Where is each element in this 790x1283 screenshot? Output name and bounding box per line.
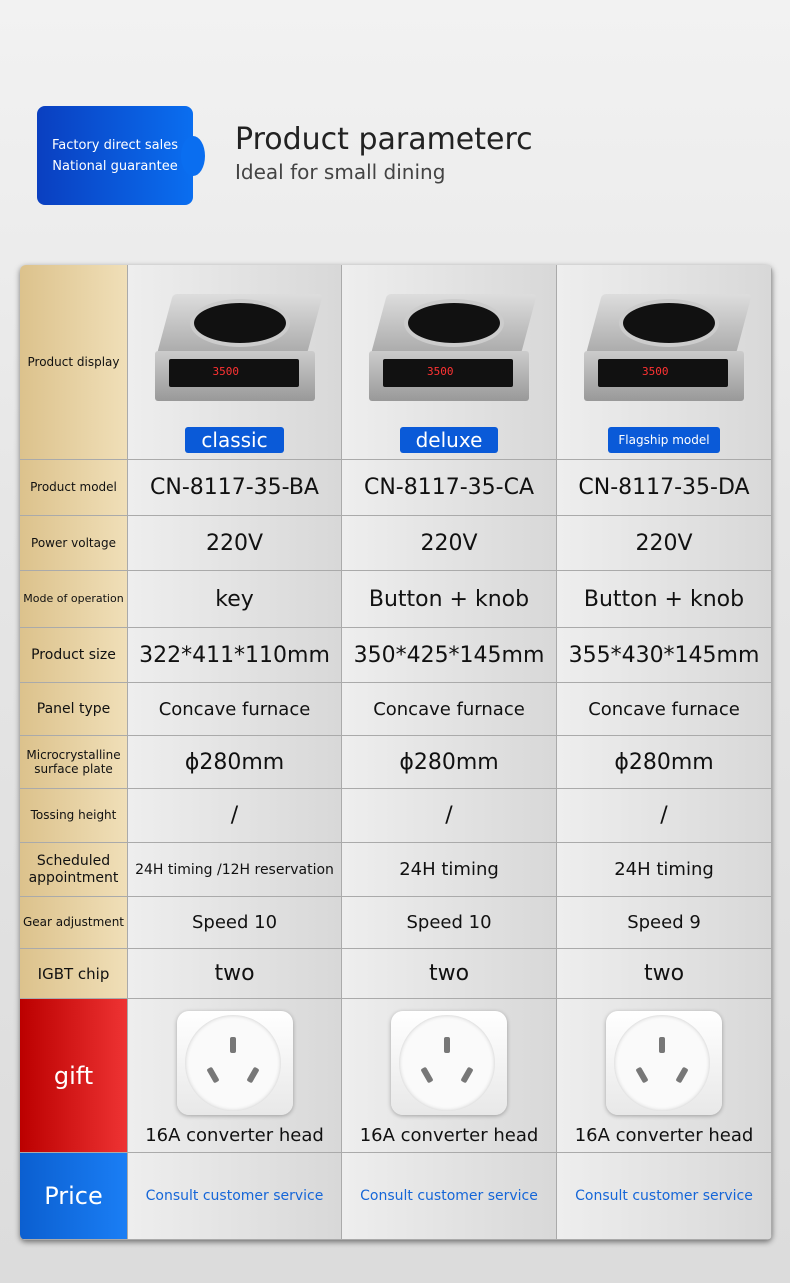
size-2: 355*430*145mm	[557, 628, 772, 683]
panel-2: Concave furnace	[557, 683, 772, 736]
label-scheduled: Scheduled appointment	[20, 843, 128, 897]
badge-line-1: Factory direct sales	[51, 137, 179, 153]
price-link-0[interactable]: Consult customer service	[128, 1153, 342, 1240]
product-display-2: 3500 Flagship model	[557, 265, 772, 460]
label-panel: Panel type	[20, 683, 128, 736]
voltage-1: 220V	[342, 516, 557, 571]
plate-2: ϕ280mm	[557, 736, 772, 789]
panel-0: Concave furnace	[128, 683, 342, 736]
tossing-1: /	[342, 789, 557, 843]
badge-line-2: National guarantee	[52, 158, 178, 174]
induction-cooker-image: 3500	[145, 289, 325, 419]
label-gear: Gear adjustment	[20, 897, 128, 949]
gift-label: 16A converter head	[145, 1125, 324, 1146]
model-1: CN-8117-35-CA	[342, 460, 557, 516]
label-igbt: IGBT chip	[20, 949, 128, 999]
comparison-table: Product display 3500 classic 3500 deluxe 3…	[20, 265, 772, 1240]
socket-adapter-image	[176, 1011, 293, 1115]
voltage-2: 220V	[557, 516, 772, 571]
model-tag: classic	[185, 427, 284, 453]
panel-1: Concave furnace	[342, 683, 557, 736]
label-display: Product display	[20, 265, 128, 460]
mode-2: Button + knob	[557, 571, 772, 628]
igbt-1: two	[342, 949, 557, 999]
tossing-2: /	[557, 789, 772, 843]
mode-1: Button + knob	[342, 571, 557, 628]
promo-badge: Factory direct sales National guarantee	[37, 106, 205, 205]
gift-label: 16A converter head	[359, 1125, 539, 1146]
plate-0: ϕ280mm	[128, 736, 342, 789]
size-0: 322*411*110mm	[128, 628, 342, 683]
page-subtitle: Ideal for small dining	[235, 160, 446, 184]
gear-0: Speed 10	[128, 897, 342, 949]
igbt-2: two	[557, 949, 772, 999]
socket-adapter-image	[391, 1011, 507, 1115]
price-link-2[interactable]: Consult customer service	[557, 1153, 772, 1240]
model-tag: Flagship model	[608, 427, 720, 453]
mode-0: key	[128, 571, 342, 628]
page-title: Product parameterc	[235, 122, 533, 157]
socket-adapter-image	[606, 1011, 722, 1115]
label-model: Product model	[20, 460, 128, 516]
igbt-0: two	[128, 949, 342, 999]
gift-label: 16A converter head	[574, 1125, 754, 1146]
size-1: 350*425*145mm	[342, 628, 557, 683]
voltage-0: 220V	[128, 516, 342, 571]
label-size: Product size	[20, 628, 128, 683]
gift-2: 16A converter head	[557, 999, 772, 1153]
product-display-1: 3500 deluxe	[342, 265, 557, 460]
label-mode: Mode of operation	[20, 571, 128, 628]
gear-1: Speed 10	[342, 897, 557, 949]
model-0: CN-8117-35-BA	[128, 460, 342, 516]
induction-cooker-image: 3500	[574, 289, 754, 419]
scheduled-2: 24H timing	[557, 843, 772, 897]
gift-1: 16A converter head	[342, 999, 557, 1153]
gear-2: Speed 9	[557, 897, 772, 949]
model-tag: deluxe	[399, 427, 499, 453]
gift-0: 16A converter head	[128, 999, 342, 1153]
label-gift: gift	[20, 999, 128, 1153]
price-link-1[interactable]: Consult customer service	[342, 1153, 557, 1240]
plate-1: ϕ280mm	[342, 736, 557, 789]
label-voltage: Power voltage	[20, 516, 128, 571]
label-price: Price	[20, 1153, 128, 1240]
scheduled-1: 24H timing	[342, 843, 557, 897]
label-tossing: Tossing height	[20, 789, 128, 843]
product-display-0: 3500 classic	[128, 265, 342, 460]
tossing-0: /	[128, 789, 342, 843]
induction-cooker-image: 3500	[359, 289, 539, 419]
model-2: CN-8117-35-DA	[557, 460, 772, 516]
label-plate: Microcrystalline surface plate	[20, 736, 128, 789]
scheduled-0: 24H timing /12H reservation	[128, 843, 342, 897]
